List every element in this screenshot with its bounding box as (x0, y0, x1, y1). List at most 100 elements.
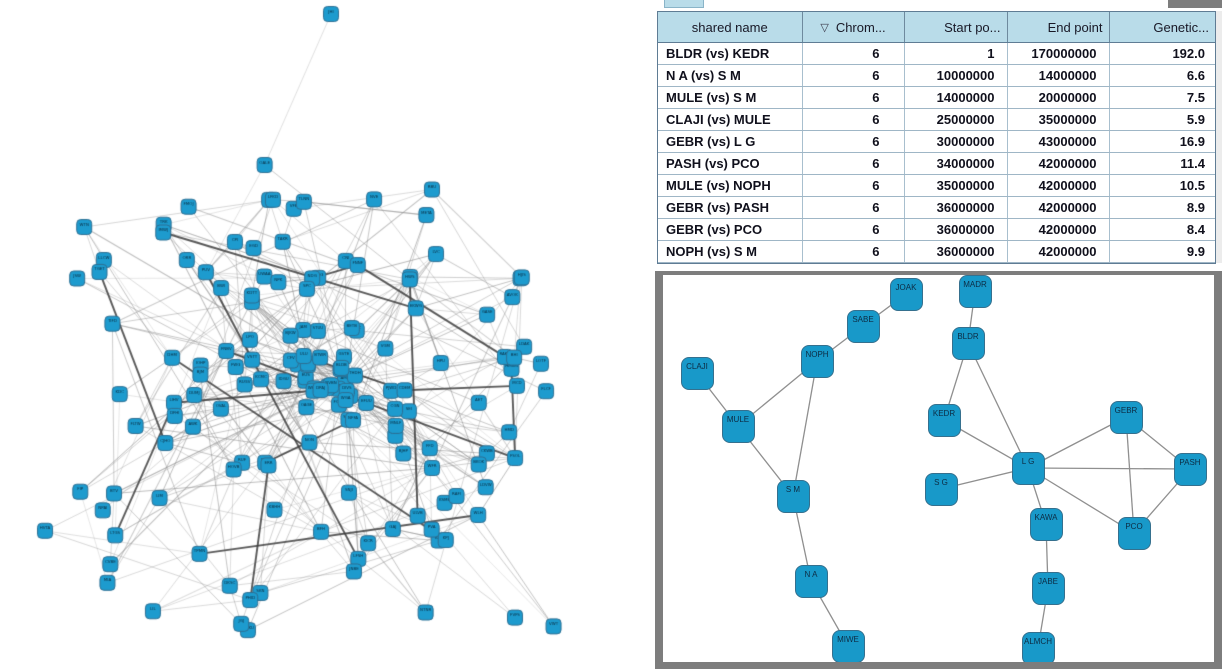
node-kedr[interactable]: KEDR (927, 403, 961, 437)
column-header-shared-name[interactable]: shared name (658, 12, 803, 43)
column-header-label: End point (1047, 19, 1103, 35)
column-header-end-point[interactable]: End point (1007, 12, 1110, 43)
network-view-panel-inner[interactable]: JOAK MADR SABE NOPH CLAJI BLDR MULE KEDR GEBR L G… (663, 275, 1214, 662)
edge-line[interactable] (1027, 467, 1191, 470)
node-kawa[interactable]: KAWA (1029, 507, 1063, 541)
table-cell: 36000000 (904, 196, 1008, 219)
node-miwe[interactable]: MIWE (831, 629, 865, 662)
table-cell: 14000000 (904, 86, 1008, 109)
column-header-label: Start po... (944, 19, 1001, 35)
node-claji[interactable]: CLAJI (680, 356, 714, 390)
table-header-row: shared name ▽ Chrom... Start po... End po… (658, 12, 1215, 43)
table-cell: 6 (802, 152, 905, 175)
table-cell: NOPH (vs) S M (658, 240, 803, 263)
large-network-canvas[interactable] (0, 0, 655, 669)
node-label: N A (804, 569, 818, 579)
column-header-start-position[interactable]: Start po... (904, 12, 1008, 43)
table-cell: 42000000 (1007, 174, 1110, 197)
node-gebr[interactable]: GEBR (1109, 400, 1143, 434)
node-pash[interactable]: PASH (1173, 452, 1207, 486)
node-madr[interactable]: MADR (958, 275, 992, 308)
node-l-g[interactable]: L G (1011, 451, 1045, 485)
table-cell: 35000000 (1007, 108, 1110, 131)
table-cell: 8.4 (1109, 218, 1215, 241)
node-label: PCO (1125, 521, 1143, 531)
table-row[interactable]: MULE (vs) S M 6 14000000 20000000 7.5 (658, 86, 1215, 109)
table-cell: 6 (802, 174, 905, 197)
table-cell: 20000000 (1007, 86, 1110, 109)
node-label: JOAK (895, 282, 917, 292)
node-label: PASH (1179, 457, 1201, 467)
table-tab-fragment[interactable] (664, 0, 704, 8)
table-cell: 11.4 (1109, 152, 1215, 175)
table-row[interactable]: GEBR (vs) L G 6 30000000 43000000 16.9 (658, 130, 1215, 153)
table-body: BLDR (vs) KEDR 6 1 170000000 192.0 N A (vs) S… (658, 42, 1215, 263)
table-cell: 6 (802, 64, 905, 87)
table-cell: 6 (802, 218, 905, 241)
node-sabe[interactable]: SABE (846, 309, 880, 343)
table-cell: 6 (802, 130, 905, 153)
node-noph[interactable]: NOPH (800, 344, 834, 378)
table-cell: 8.9 (1109, 196, 1215, 219)
column-header-genetic[interactable]: Genetic... (1109, 12, 1215, 43)
node-label: CLAJI (686, 361, 708, 371)
table-cell: 1 (904, 42, 1008, 65)
node-n-a[interactable]: N A (794, 564, 828, 598)
table-cell: 9.9 (1109, 240, 1215, 263)
node-label: ALMCH (1023, 636, 1052, 646)
table-cell: GEBR (vs) PCO (658, 218, 803, 241)
node-bldr[interactable]: BLDR (951, 326, 985, 360)
table-cell: N A (vs) S M (658, 64, 803, 87)
table-cell: 42000000 (1007, 196, 1110, 219)
node-label: SABE (852, 314, 874, 324)
edge-line[interactable] (792, 360, 818, 497)
table-row[interactable]: GEBR (vs) PCO 6 36000000 42000000 8.4 (658, 218, 1215, 241)
network-view-panel: JOAK MADR SABE NOPH CLAJI BLDR MULE KEDR GEBR L G… (655, 271, 1222, 669)
table-cell: 42000000 (1007, 152, 1110, 175)
table-cell: 42000000 (1007, 218, 1110, 241)
table-row[interactable]: BLDR (vs) KEDR 6 1 170000000 192.0 (658, 42, 1215, 65)
node-label: MIWE (837, 634, 859, 644)
table-cell: GEBR (vs) L G (658, 130, 803, 153)
edge-line[interactable] (967, 342, 1029, 469)
node-almch[interactable]: ALMCH (1021, 631, 1055, 662)
table-row[interactable]: N A (vs) S M 6 10000000 14000000 6.6 (658, 64, 1215, 87)
table-cell: 6 (802, 86, 905, 109)
table-cell: 14000000 (1007, 64, 1110, 87)
edge-attribute-table: shared name ▽ Chrom... Start po... End po… (658, 12, 1215, 263)
node-label: L G (1021, 456, 1035, 466)
node-label: MADR (963, 279, 987, 289)
table-cell: 43000000 (1007, 130, 1110, 153)
table-cell: 170000000 (1007, 42, 1110, 65)
edge-line[interactable] (1125, 416, 1135, 534)
filter-icon[interactable]: ▽ (820, 21, 829, 34)
table-cell: 6 (802, 196, 905, 219)
column-header-label: Genetic... (1153, 19, 1209, 35)
edge-line[interactable] (1027, 467, 1135, 534)
panel-corner (1168, 0, 1222, 8)
table-row[interactable]: GEBR (vs) PASH 6 36000000 42000000 8.9 (658, 196, 1215, 219)
node-s-g[interactable]: S G (924, 472, 958, 506)
node-jabe[interactable]: JABE (1031, 571, 1065, 605)
column-header-chromosome[interactable]: ▽ Chrom... (802, 12, 905, 43)
node-pco[interactable]: PCO (1117, 516, 1151, 550)
table-cell: 6 (802, 240, 905, 263)
node-s-m[interactable]: S M (776, 479, 810, 513)
table-scrollbar[interactable] (1216, 11, 1222, 263)
node-label: NOPH (805, 349, 829, 359)
table-toolbar-strip (657, 0, 1222, 11)
table-cell: 36000000 (904, 218, 1008, 241)
table-cell: 5.9 (1109, 108, 1215, 131)
table-cell: MULE (vs) S M (658, 86, 803, 109)
node-label: KAWA (1034, 512, 1058, 522)
node-mule[interactable]: MULE (721, 409, 755, 443)
table-row[interactable]: NOPH (vs) S M 6 36000000 42000000 9.9 (658, 240, 1215, 263)
table-cell: 7.5 (1109, 86, 1215, 109)
table-row[interactable]: CLAJI (vs) MULE 6 25000000 35000000 5.9 (658, 108, 1215, 131)
table-row[interactable]: PASH (vs) PCO 6 34000000 42000000 11.4 (658, 152, 1215, 175)
table-cell: 10000000 (904, 64, 1008, 87)
node-joak[interactable]: JOAK (889, 277, 923, 311)
table-row[interactable]: MULE (vs) NOPH 6 35000000 42000000 10.5 (658, 174, 1215, 197)
node-label: BLDR (957, 331, 979, 341)
